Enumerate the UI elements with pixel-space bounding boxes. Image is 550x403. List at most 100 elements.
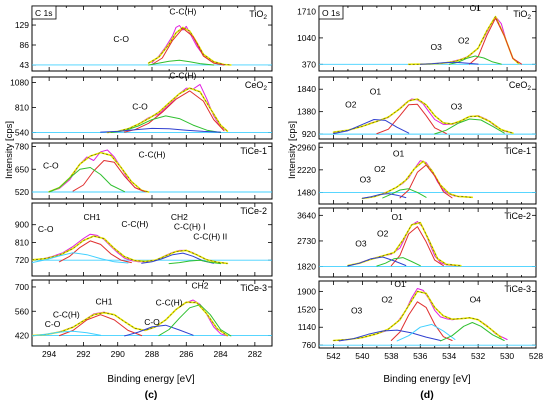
ytick-label: 1480 <box>297 187 316 197</box>
annotation-ch1: CH1 <box>83 212 100 222</box>
series-component-c-c-h-ii <box>168 259 222 265</box>
series-component-o2 <box>333 119 410 135</box>
series-fit-overlay <box>333 98 513 134</box>
xtick-label: 534 <box>442 351 456 361</box>
annotation-c-c-h: C-C(H) <box>139 149 166 159</box>
series-fit-overlay <box>148 27 231 66</box>
annotation-ch2: CH2 <box>191 280 208 290</box>
annotation-o3: O3 <box>451 102 463 112</box>
series-component-ch1 <box>58 240 132 264</box>
ytick-label: 2730 <box>297 236 316 246</box>
xtick-label: 288 <box>145 349 159 359</box>
xtick-label: 542 <box>326 351 340 361</box>
series-fit-overlay <box>333 291 502 341</box>
annotation-o2: O2 <box>377 229 389 239</box>
ytick-label: 370 <box>302 59 316 69</box>
panel-frame <box>318 5 537 72</box>
series-component-c-o <box>148 59 215 66</box>
series-component-c-c-h <box>124 324 194 337</box>
spectrum-label-text: O 1s <box>322 8 340 18</box>
ytick-label: 1900 <box>297 286 316 296</box>
ytick-label: 1840 <box>297 84 316 94</box>
ytick-label: 780 <box>15 142 29 152</box>
ytick-label: 540 <box>15 128 29 138</box>
series-fit-overlay <box>347 222 461 266</box>
series-component-c-o <box>32 330 102 337</box>
xtick-label: 536 <box>413 351 427 361</box>
series-component-c-o <box>48 167 126 193</box>
annotation-c-o: C-O <box>144 317 160 327</box>
spectrum-label-text: C 1s <box>35 8 52 18</box>
panel-c-1s-tio2: 43 86 129 C-C(H) C-O TiO2 C 1s <box>15 5 273 72</box>
left-xlabel: Binding energy [eV] <box>107 374 195 385</box>
annotation-ch1: CH1 <box>95 297 112 307</box>
ytick-label: 1520 <box>297 304 316 314</box>
annotation-o2: O2 <box>381 295 393 305</box>
annotation-o3: O3 <box>351 306 363 316</box>
ytick-label: 1140 <box>298 322 317 332</box>
xtick-label: 290 <box>111 349 125 359</box>
sample-label: CeO2 <box>245 80 268 92</box>
series-component-c-c-h <box>151 27 225 66</box>
series-component-o1 <box>399 164 453 199</box>
annotation-o3: O3 <box>431 42 443 52</box>
ytick-label: 760 <box>302 340 316 350</box>
annotation-c-o: C-O <box>113 34 129 44</box>
annotation-o1: O1 <box>393 149 405 159</box>
sample-label: TiCe-3 <box>240 283 267 293</box>
ytick-label: 1040 <box>297 33 316 43</box>
annotation-c-o: C-O <box>45 319 61 329</box>
annotation-o1: O1 <box>391 212 403 222</box>
ytick-label: 650 <box>15 164 29 174</box>
panel-frame <box>31 76 273 140</box>
series-component-ch1 <box>58 314 143 337</box>
ytick-label: 1710 <box>297 7 316 17</box>
series-fit-overlay <box>32 235 228 264</box>
series-component-o4 <box>440 322 505 342</box>
ytick-label: 720 <box>15 255 29 265</box>
panel-frame <box>318 207 537 278</box>
xtick-label: 282 <box>248 349 262 359</box>
ytick-label: 2220 <box>297 165 316 175</box>
ytick-label: 560 <box>15 306 29 316</box>
left-ylabel: Intensity [cps] <box>4 121 15 179</box>
series-component-o3 <box>347 256 407 267</box>
ytick-label: 129 <box>15 20 29 30</box>
series-fit-overlay <box>408 16 519 65</box>
spectrum-label-box <box>31 5 57 20</box>
series-component-o2 <box>382 188 427 199</box>
ytick-label: 3640 <box>297 210 316 220</box>
annotation-o1: O1 <box>394 279 406 289</box>
xtick-label: 530 <box>500 351 514 361</box>
spectrum-label: O 1s <box>318 5 344 20</box>
caption-right: (d) <box>420 389 433 401</box>
annotation-c-c-h: C-C(H) <box>53 310 80 320</box>
ytick-label: 700 <box>15 282 29 292</box>
ytick-label: 2960 <box>297 142 316 152</box>
panel-o-1s-ceo2: 920 1380 1840 O1 O2 O3 CeO2 <box>297 76 537 140</box>
annotation-c-c-h-ii: C-C(H) II <box>193 232 227 242</box>
ytick-label: 920 <box>302 129 316 139</box>
annotation-c-c-h: C-C(H) <box>169 70 196 80</box>
series-component-o1 <box>390 301 453 341</box>
panel-frame <box>31 202 273 277</box>
series-component-o1 <box>376 103 447 135</box>
series-component-c-o <box>32 252 129 264</box>
annotation-o2: O2 <box>374 164 386 174</box>
sample-label: TiO2 <box>513 9 531 21</box>
xtick-label: 532 <box>471 351 485 361</box>
annotation-c-c-h-i: C-C(H) I <box>174 221 206 231</box>
xtick-label: 538 <box>384 351 398 361</box>
panel-c-1s-tice-1: 520 650 780 C-C(H) C-O TiCe-1 <box>15 142 273 200</box>
xtick-label: 286 <box>179 349 193 359</box>
series-component-c-c-h <box>124 90 225 133</box>
annotation-c-o: C-O <box>43 160 59 170</box>
sample-label: TiCe-2 <box>504 211 531 221</box>
panel-frame <box>318 142 537 205</box>
panel-o-1s-tice-3: 760 1140 1520 1900 542 540 538 536 534 532 530 528 O… <box>297 279 543 361</box>
ytick-label: 520 <box>15 187 29 197</box>
series-component-o3 <box>434 118 505 135</box>
